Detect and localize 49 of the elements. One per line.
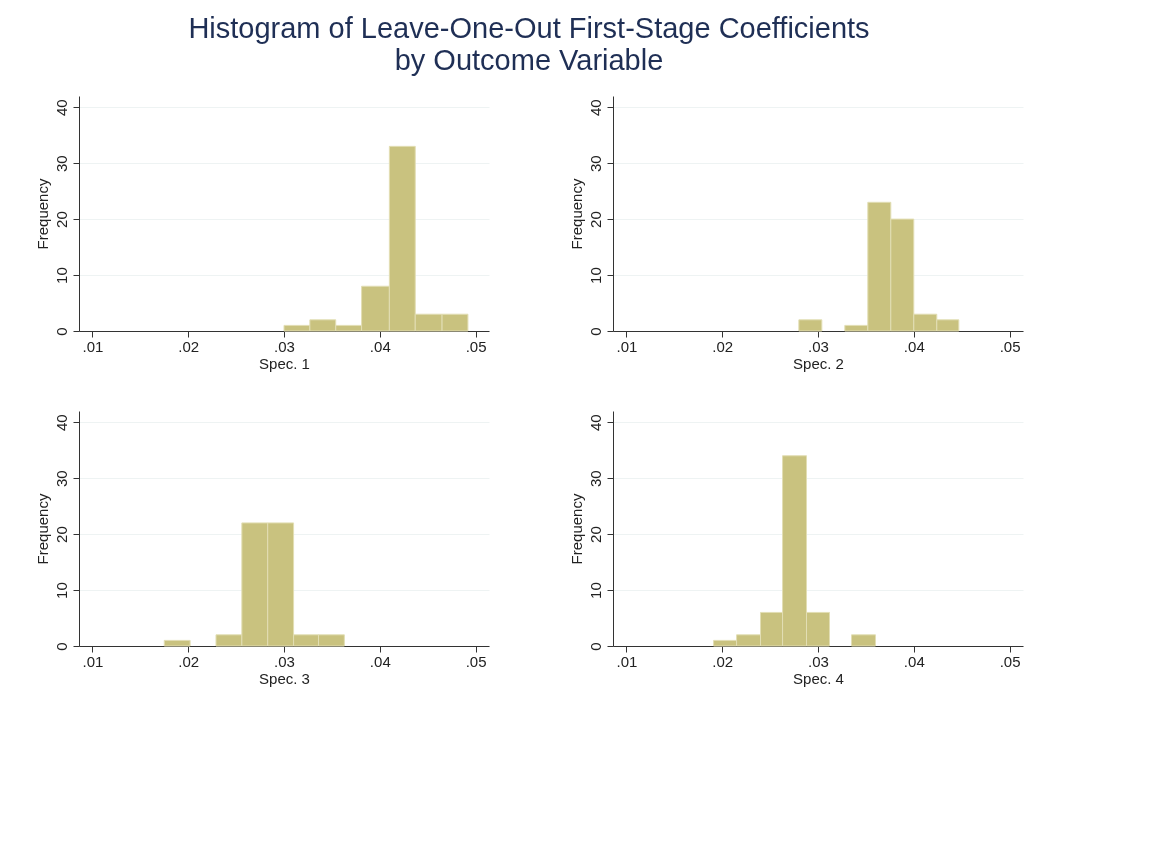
x-axis-title: Spec. 2 xyxy=(793,354,844,372)
x-axis-title: Spec. 4 xyxy=(793,669,844,687)
x-tick-label: .04 xyxy=(903,652,925,670)
y-tick-label: 20 xyxy=(586,211,604,228)
x-tick-label: .02 xyxy=(178,652,200,670)
x-axis-title: Spec. 3 xyxy=(259,669,310,687)
chart-title: Histogram of Leave-One-Out First-Stage Coefficients by Outcome Variable xyxy=(188,12,870,76)
y-tick-label: 0 xyxy=(586,327,604,336)
y-tick-label: 40 xyxy=(52,414,70,432)
y-tick-label: 40 xyxy=(586,99,604,117)
x-tick-label: .05 xyxy=(999,337,1021,355)
x-tick-label: .01 xyxy=(82,337,104,355)
x-tick-label: .02 xyxy=(712,652,734,670)
x-tick-label: .05 xyxy=(465,337,487,355)
x-tick-label: .01 xyxy=(616,337,638,355)
x-tick-label: .04 xyxy=(369,652,391,670)
y-axis-title: Frequency xyxy=(33,493,51,565)
x-tick-label: .03 xyxy=(808,337,829,355)
x-tick-label: .03 xyxy=(274,652,295,670)
y-axis-title: Frequency xyxy=(567,178,585,250)
y-tick-label: 10 xyxy=(52,582,70,599)
y-tick-label: 40 xyxy=(52,99,70,117)
x-tick-label: .04 xyxy=(903,337,925,355)
y-tick-label: 30 xyxy=(586,155,604,172)
y-tick-label: 20 xyxy=(52,526,70,543)
y-tick-label: 0 xyxy=(52,642,70,651)
y-axis-title: Frequency xyxy=(33,178,51,250)
x-tick-label: .02 xyxy=(712,337,734,355)
y-tick-label: 20 xyxy=(586,526,604,543)
y-tick-label: 0 xyxy=(586,642,604,651)
x-tick-label: .01 xyxy=(616,652,638,670)
y-tick-label: 10 xyxy=(586,267,604,284)
y-tick-label: 10 xyxy=(52,267,70,284)
x-tick-label: .03 xyxy=(274,337,295,355)
y-tick-label: 30 xyxy=(52,155,70,172)
x-tick-label: .05 xyxy=(465,652,487,670)
x-tick-label: .02 xyxy=(178,337,200,355)
y-tick-label: 20 xyxy=(52,211,70,228)
x-tick-label: .05 xyxy=(999,652,1021,670)
x-tick-label: .03 xyxy=(808,652,829,670)
y-tick-label: 40 xyxy=(586,414,604,432)
y-tick-label: 10 xyxy=(586,582,604,599)
x-tick-label: .01 xyxy=(82,652,104,670)
y-tick-label: 30 xyxy=(52,470,70,487)
y-tick-label: 30 xyxy=(586,470,604,487)
x-tick-label: .04 xyxy=(369,337,391,355)
y-axis-title: Frequency xyxy=(567,493,585,565)
y-tick-label: 0 xyxy=(52,327,70,336)
x-axis-title: Spec. 1 xyxy=(259,354,310,372)
